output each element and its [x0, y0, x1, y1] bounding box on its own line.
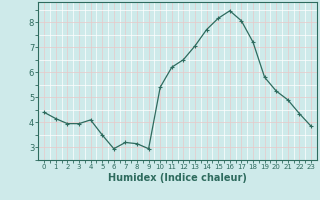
X-axis label: Humidex (Indice chaleur): Humidex (Indice chaleur)	[108, 173, 247, 183]
